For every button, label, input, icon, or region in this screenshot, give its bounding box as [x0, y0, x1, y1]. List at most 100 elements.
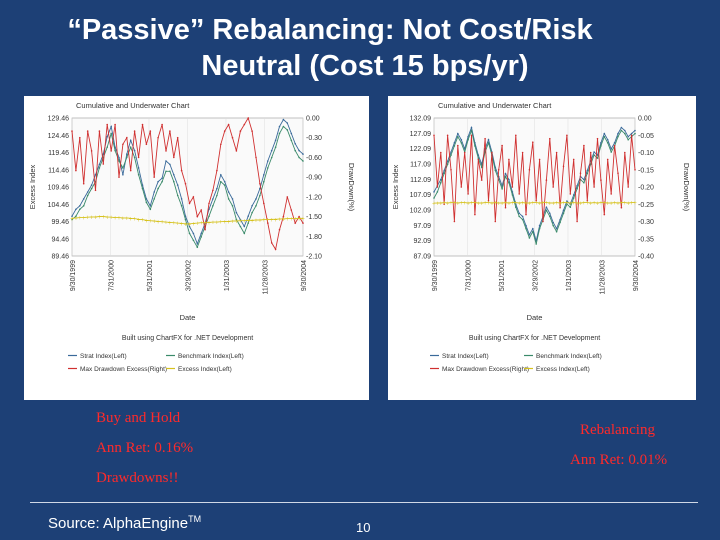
- rebalancing-series-point: [562, 212, 565, 215]
- rebalancing-series-point: [555, 151, 558, 154]
- rebalancing-label: Rebalancing: [580, 422, 655, 438]
- buy-and-hold-series-point: [267, 222, 269, 224]
- buy-and-hold-strat-index-line: [71, 118, 304, 246]
- rebalancing-series-point: [569, 203, 572, 205]
- rebalancing-series-point: [515, 134, 517, 137]
- rebalancing-series-point: [562, 165, 565, 168]
- buy-and-hold-series-point: [255, 156, 257, 159]
- rebalancing-series-point: [463, 151, 466, 154]
- rebalancing-series-point: [576, 220, 578, 223]
- buy-and-hold-series-point: [286, 196, 289, 198]
- rebalancing-series-point: [559, 221, 561, 224]
- rebalancing-series-point: [440, 178, 442, 181]
- buy-and-hold-series-point: [298, 149, 300, 152]
- rebalancing-x-tick-label: 11/28/2003: [600, 260, 607, 295]
- buy-and-hold-series-point: [290, 209, 293, 211]
- rebalancing-series-point: [535, 243, 537, 245]
- buy-and-hold-excess-point: +: [281, 217, 285, 223]
- rebalancing-excess-point: +: [575, 201, 579, 207]
- buy-and-hold-series-point: [169, 163, 171, 166]
- buy-and-hold-excess-point: +: [129, 216, 133, 222]
- buy-and-hold-series-point: [161, 180, 163, 183]
- buy-and-hold-series-point: [212, 189, 214, 192]
- rebalancing-excess-point: +: [480, 201, 484, 207]
- buy-and-hold-excess-point: +: [164, 220, 168, 226]
- rebalancing-series-point: [586, 169, 589, 172]
- rebalancing-series-point: [566, 134, 568, 137]
- buy-and-hold-series-point: [196, 215, 199, 218]
- source-note: Source: AlphaEngineTM: [48, 514, 201, 532]
- buy-and-hold-series-point: [235, 218, 238, 221]
- buy-and-hold-series-point: [282, 215, 285, 218]
- buy-and-hold-series-point: [102, 153, 105, 155]
- buy-and-hold-series-point: [161, 177, 163, 179]
- buy-and-hold-series-point: [204, 228, 206, 231]
- buy-and-hold-y-tick-label: 124.46: [48, 133, 70, 140]
- rebalancing-series-point: [436, 186, 439, 188]
- buy-and-hold-series-point: [180, 198, 183, 200]
- buy-and-hold-series-point: [208, 215, 210, 217]
- buy-and-hold-excess-point: +: [219, 220, 223, 226]
- rebalancing-excess-point: +: [585, 201, 589, 207]
- buy-and-hold-series-point: [274, 248, 277, 251]
- rebalancing-excess-point: +: [633, 201, 637, 207]
- buy-and-hold-excess-point: +: [160, 220, 164, 226]
- buy-and-hold-excess-point: +: [246, 218, 250, 224]
- buy-and-hold-excess-point: +: [121, 216, 125, 222]
- rebalancing-series-point: [518, 215, 520, 218]
- rebalancing-series-point: [450, 151, 452, 153]
- rebalancing-series-point: [627, 135, 629, 138]
- rebalancing-series-point: [528, 234, 531, 236]
- buy-and-hold-series-point: [137, 156, 140, 159]
- buy-and-hold-series-point: [157, 187, 159, 190]
- buy-and-hold-y-tick-label: 109.46: [48, 185, 70, 192]
- rebalancing-series-point: [552, 224, 554, 227]
- rebalancing-series-point: [579, 172, 582, 174]
- buy-and-hold-excess-point: +: [211, 220, 215, 226]
- rebalancing-y-tick-label: 87.09: [413, 254, 431, 261]
- rebalancing-excess-point: +: [500, 201, 504, 207]
- rebalancing-excess-point: +: [507, 201, 511, 207]
- buy-and-hold-series-point: [145, 143, 148, 146]
- buy-and-hold-series-point: [278, 132, 281, 135]
- rebalancing-x-axis-title: Date: [527, 313, 543, 322]
- rebalancing-series-point: [532, 230, 534, 233]
- rebalancing-series-point: [538, 224, 541, 227]
- rebalancing-series-point: [576, 188, 578, 190]
- rebalancing-excess-point: +: [456, 201, 460, 207]
- buy-and-hold-series-point: [126, 136, 128, 139]
- page-number: 10: [356, 520, 371, 535]
- buy-and-hold-series-point: [192, 232, 195, 235]
- buy-and-hold-excess-point: +: [207, 220, 211, 226]
- rebalancing-excess-point: +: [439, 201, 443, 207]
- rebalancing-series-point: [603, 213, 606, 216]
- rebalancing-excess-point: +: [446, 201, 450, 207]
- buy-and-hold-series-point: [129, 169, 132, 172]
- rebalancing-series-point: [535, 200, 537, 202]
- rebalancing-y2-tick-label: -0.15: [638, 167, 654, 174]
- rebalancing-excess-point: +: [435, 201, 439, 207]
- buy-and-hold-excess-point: +: [250, 218, 254, 224]
- rebalancing-series-point: [620, 206, 623, 209]
- rebalancing-series-point: [494, 169, 497, 172]
- rebalancing-series-point: [634, 169, 636, 171]
- rebalancing-excess-point: +: [616, 201, 620, 207]
- rebalancing-series-point: [566, 203, 568, 205]
- buy-and-hold-excess-point: +: [289, 217, 293, 223]
- buy-and-hold-series-point: [82, 198, 85, 200]
- rebalancing-excess-point: +: [572, 201, 576, 207]
- buy-and-hold-series-point: [235, 150, 238, 152]
- buy-and-hold-excess-point: +: [140, 218, 144, 224]
- buy-and-hold-series-point: [196, 243, 199, 245]
- rebalancing-series-point: [521, 151, 524, 154]
- rebalancing-excess-point: +: [486, 201, 490, 207]
- buy-and-hold-excess-point: +: [203, 221, 207, 227]
- rebalancing-series-point: [521, 215, 524, 218]
- rebalancing-footer: Built using ChartFX for .NET Development: [469, 335, 600, 342]
- buy-and-hold-series-point: [247, 215, 249, 217]
- buy-and-hold-excess-index-line: [71, 216, 303, 225]
- rebalancing-y2-tick-label: -0.10: [638, 150, 654, 157]
- buy-and-hold-y2-tick-label: -1.20: [306, 194, 322, 201]
- rebalancing-series-point: [545, 209, 548, 212]
- buy-and-hold-series-point: [161, 123, 163, 126]
